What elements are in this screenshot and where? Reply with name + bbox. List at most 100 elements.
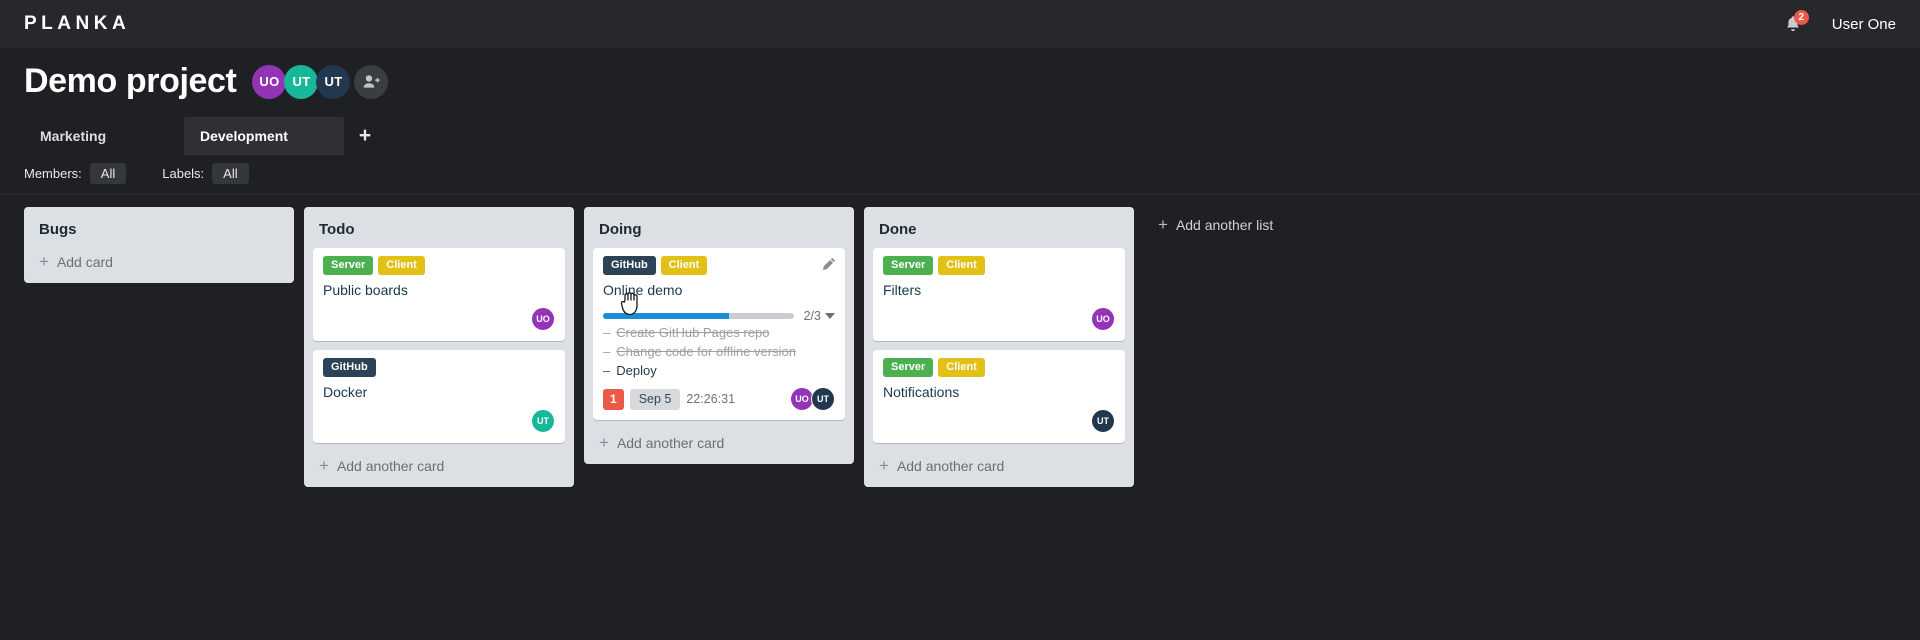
card-labels: Server Client (883, 256, 1115, 275)
add-person-icon (363, 74, 380, 89)
plus-icon: + (879, 456, 889, 475)
top-bar: PLANKA 2 User One (0, 0, 1920, 48)
card-title: Docker (323, 384, 368, 400)
chevron-down-icon (825, 313, 835, 319)
topbar-right-group: 2 User One (1784, 10, 1896, 37)
labels-filter-value[interactable]: All (212, 163, 249, 184)
due-date-chip[interactable]: Sep 5 (629, 388, 681, 410)
user-menu[interactable]: User One (1831, 15, 1896, 33)
avatar[interactable]: UT (531, 409, 555, 433)
card-footer: UO (323, 306, 555, 332)
avatar[interactable]: UT (316, 64, 351, 99)
task-dash-icon: – (603, 344, 611, 359)
progress-bar (603, 313, 794, 319)
card-members: UT (1091, 409, 1115, 433)
task-progress: 2/3 (603, 309, 835, 323)
add-list-label: Add another list (1175, 217, 1274, 233)
add-card-label: Add another card (336, 458, 445, 474)
label-chip[interactable]: Client (378, 256, 425, 275)
app-logo[interactable]: PLANKA (24, 13, 131, 34)
progress-bar-fill (603, 313, 729, 319)
timer-text[interactable]: 22:26:31 (686, 392, 736, 406)
card-labels: Server Client (883, 358, 1115, 377)
list-doing: Doing GitHub Client Online demo 2/3 (584, 207, 854, 464)
card-members: UT (531, 409, 555, 433)
add-list-button[interactable]: + Add another list (1144, 207, 1287, 243)
task-item[interactable]: – Change code for offline version (603, 342, 835, 361)
card-footer: UT (323, 408, 555, 434)
card-labels: Server Client (323, 256, 555, 275)
avatar[interactable]: UT (811, 387, 835, 411)
add-board-button[interactable]: + (358, 124, 372, 147)
list-bugs: Bugs + Add card (24, 207, 294, 283)
add-card-label: Add another card (616, 435, 725, 451)
avatar[interactable]: UO (1091, 307, 1115, 331)
tab-development[interactable]: Development (184, 117, 344, 155)
task-item[interactable]: – Create GitHub Pages repo (603, 323, 835, 342)
card-members: UO (531, 307, 555, 331)
card-members: UO (1091, 307, 1115, 331)
notification-badge: 2 (1793, 10, 1809, 25)
notifications-button[interactable]: 2 (1784, 10, 1809, 37)
plus-icon: + (319, 456, 329, 475)
label-chip[interactable]: GitHub (603, 256, 656, 275)
task-item[interactable]: – Deploy (603, 361, 835, 380)
label-chip[interactable]: Server (323, 256, 374, 275)
card-notifications[interactable]: Server Client Notifications UT (873, 350, 1125, 443)
plus-icon: + (39, 252, 49, 271)
progress-toggle[interactable]: 2/3 (804, 309, 835, 323)
plus-icon: + (1158, 215, 1168, 234)
card-docker[interactable]: GitHub Docker UT (313, 350, 565, 443)
card-title: Filters (883, 282, 922, 298)
list-todo: Todo Server Client Public boards UO GitH… (304, 207, 574, 487)
label-chip[interactable]: Server (883, 256, 934, 275)
list-title[interactable]: Done (879, 221, 917, 238)
avatar[interactable]: UT (284, 64, 319, 99)
card-title: Notifications (883, 384, 960, 400)
task-dash-icon: – (603, 325, 611, 340)
task-label: Create GitHub Pages repo (616, 325, 770, 340)
tab-marketing[interactable]: Marketing (40, 128, 107, 144)
label-chip[interactable]: Client (938, 358, 985, 377)
list-title[interactable]: Doing (599, 221, 642, 238)
members-filter-label: Members: (24, 166, 82, 181)
page-title[interactable]: Demo project (24, 62, 237, 100)
progress-count: 2/3 (803, 309, 821, 323)
card-title: Online demo (603, 282, 683, 298)
card-public-boards[interactable]: Server Client Public boards UO (313, 248, 565, 341)
add-card-label: Add another card (896, 458, 1005, 474)
card-members: UO UT (790, 387, 835, 411)
pencil-icon[interactable] (822, 257, 836, 271)
card-online-demo[interactable]: GitHub Client Online demo 2/3 – Create G… (593, 248, 845, 420)
card-labels: GitHub Client (603, 256, 835, 275)
avatar[interactable]: UT (1091, 409, 1115, 433)
board-canvas: Bugs + Add card Todo Server Client Publi… (0, 195, 1920, 499)
label-chip[interactable]: Server (883, 358, 934, 377)
card-filters[interactable]: Server Client Filters UO (873, 248, 1125, 341)
filter-bar: Members: All Labels: All (0, 155, 1920, 195)
add-card-label: Add card (56, 254, 113, 270)
task-label: Change code for offline version (616, 344, 796, 359)
add-member-button[interactable] (354, 64, 389, 99)
list-title[interactable]: Todo (319, 221, 355, 238)
project-header: Demo project UO UT UT (0, 48, 1920, 101)
label-chip[interactable]: Client (660, 256, 708, 275)
card-footer: UT (883, 408, 1115, 434)
add-card-button[interactable]: + Add another card (593, 429, 845, 458)
add-card-button[interactable]: + Add another card (313, 452, 565, 481)
task-dash-icon: – (603, 363, 611, 378)
project-members: UO UT UT (252, 64, 389, 99)
members-filter-value[interactable]: All (89, 163, 127, 184)
avatar[interactable]: UO (531, 307, 555, 331)
card-footer: UO (883, 306, 1115, 332)
list-title[interactable]: Bugs (39, 221, 77, 238)
list-done: Done Server Client Filters UO Server Cli… (864, 207, 1134, 487)
add-card-button[interactable]: + Add another card (873, 452, 1125, 481)
add-card-button[interactable]: + Add card (33, 248, 285, 277)
avatar[interactable]: UO (252, 64, 287, 99)
label-chip[interactable]: GitHub (323, 358, 376, 377)
card-notification-badge: 1 (603, 388, 624, 410)
card-title: Public boards (323, 282, 408, 298)
card-meta-row: 1 Sep 5 22:26:31 UO UT (603, 387, 835, 411)
label-chip[interactable]: Client (938, 256, 985, 275)
